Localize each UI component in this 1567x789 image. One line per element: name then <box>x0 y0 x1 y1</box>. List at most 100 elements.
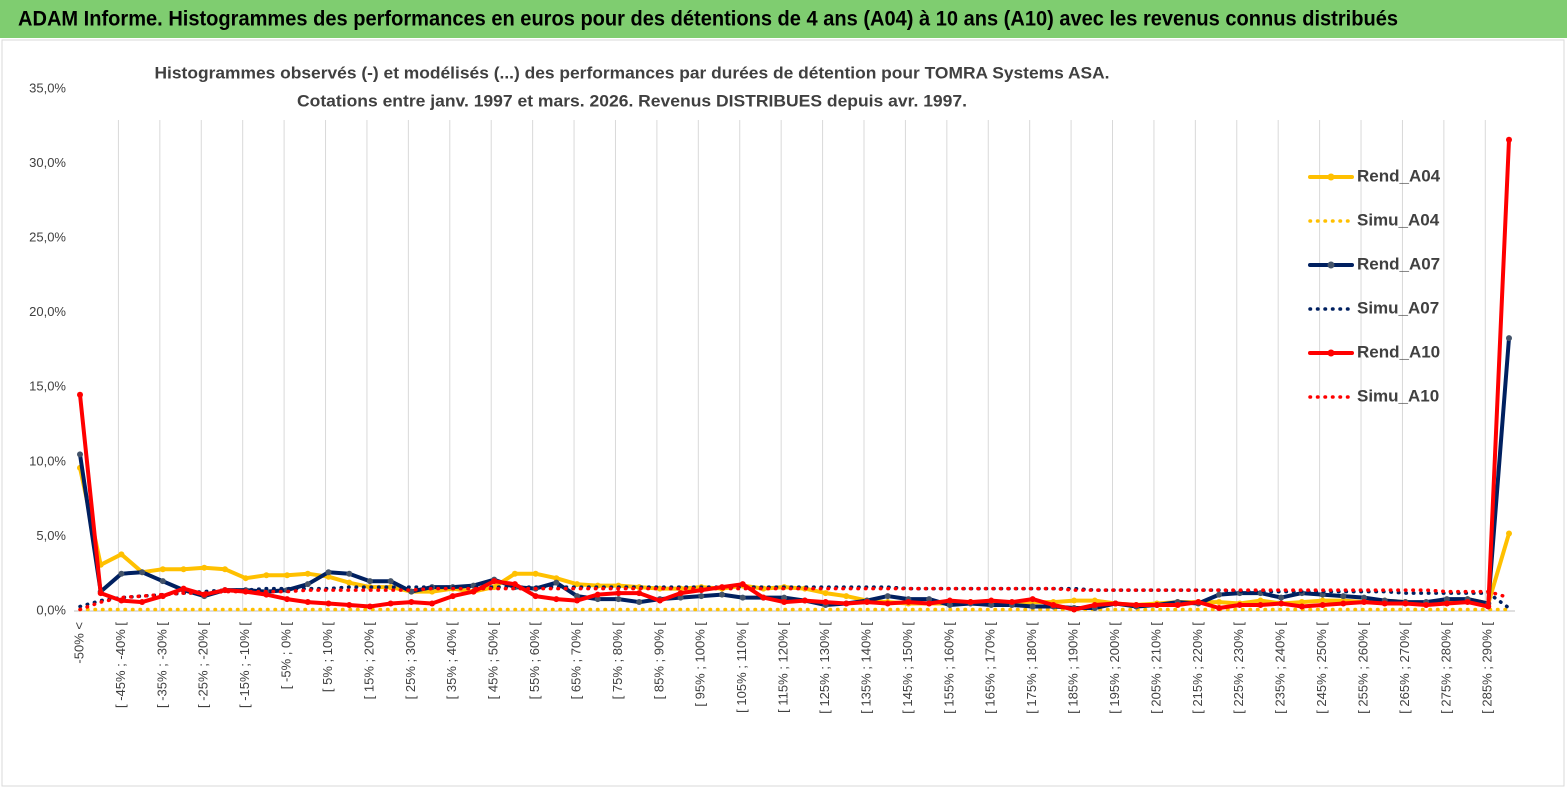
point <box>180 585 187 592</box>
x-tick-label: [ 215% ; 220% [ <box>1190 622 1205 714</box>
y-tick-label: 20,0% <box>29 304 66 319</box>
x-tick-label: [ 65% ; 70% [ <box>568 622 583 700</box>
point <box>532 570 539 577</box>
point <box>843 600 850 607</box>
point <box>1050 602 1057 609</box>
x-tick-label: [ 225% ; 230% [ <box>1231 622 1246 714</box>
point <box>304 581 311 588</box>
x-tick-label: [ 75% ; 80% [ <box>610 622 625 700</box>
point <box>532 593 539 600</box>
point <box>491 578 498 585</box>
point <box>574 597 581 604</box>
point <box>801 597 808 604</box>
point <box>387 578 394 585</box>
x-tick-label: [ 275% ; 280% [ <box>1438 622 1453 714</box>
x-tick-label: [ 285% ; 290% [ <box>1480 622 1495 714</box>
point <box>1257 602 1264 609</box>
point <box>1236 602 1243 609</box>
legend-label: Simu_A07 <box>1357 298 1439 317</box>
point <box>139 569 146 576</box>
point <box>1506 335 1512 342</box>
x-tick-label: [ 125% ; 130% [ <box>817 622 832 714</box>
x-tick-label: [ 95% ; 100% [ <box>693 622 708 707</box>
point <box>139 599 146 606</box>
point <box>1443 600 1450 607</box>
point <box>1153 602 1160 609</box>
legend-label: Simu_A10 <box>1357 386 1439 405</box>
point <box>677 590 684 597</box>
point <box>511 570 518 577</box>
point <box>822 599 829 606</box>
point <box>284 596 291 603</box>
x-tick-label: [ 245% ; 250% [ <box>1314 622 1329 714</box>
point <box>1174 602 1181 609</box>
point <box>77 451 83 458</box>
x-tick-label: [ 135% ; 140% [ <box>858 622 873 714</box>
point <box>1340 600 1347 607</box>
point <box>1361 594 1368 601</box>
y-tick-label: 30,0% <box>29 155 66 170</box>
point <box>491 584 498 591</box>
x-tick-label: [ -5% ; 0% [ <box>279 622 294 690</box>
point <box>1319 597 1326 604</box>
y-tick-label: 10,0% <box>29 453 66 468</box>
point <box>594 596 601 603</box>
point <box>1423 602 1430 609</box>
point <box>698 593 705 600</box>
point <box>1195 599 1202 606</box>
point <box>77 391 83 398</box>
point <box>781 599 788 606</box>
point <box>1112 600 1119 607</box>
x-tick-label: [ -35% ; -30% [ <box>154 622 169 708</box>
point <box>304 599 311 606</box>
x-tick-label: [ 115% ; 120% [ <box>776 622 791 713</box>
point <box>1278 594 1285 601</box>
point <box>1319 602 1326 609</box>
x-tick-label: [ 145% ; 150% [ <box>900 622 915 714</box>
point <box>553 579 560 586</box>
point <box>988 597 995 604</box>
point <box>1485 603 1492 610</box>
point <box>636 590 643 597</box>
point <box>1506 136 1512 143</box>
x-tick-label: [ 195% ; 200% [ <box>1107 622 1122 714</box>
x-tick-label: [ 185% ; 190% [ <box>1066 622 1081 714</box>
point <box>1008 599 1015 606</box>
point <box>1071 597 1078 604</box>
y-tick-label: 0,0% <box>36 602 66 617</box>
point <box>325 600 332 607</box>
y-tick-label: 35,0% <box>29 80 66 95</box>
point <box>988 602 995 609</box>
x-tick-label: -50% < <box>71 622 86 664</box>
legend-label: Simu_A04 <box>1357 210 1440 229</box>
point <box>1216 599 1223 606</box>
point <box>719 591 726 598</box>
point <box>677 594 684 601</box>
point <box>760 594 767 601</box>
chart-subtitle: Histogrammes observés (-) et modélisés (… <box>155 63 1110 82</box>
point <box>615 590 622 597</box>
point <box>843 593 850 600</box>
x-tick-label: [ 15% ; 20% [ <box>361 622 376 700</box>
point <box>926 596 933 603</box>
x-tick-label: [ -45% ; -40% [ <box>113 622 128 708</box>
x-tick-label: [ 55% ; 60% [ <box>527 622 542 700</box>
point <box>615 596 622 603</box>
x-tick-label: [ -15% ; -10% [ <box>237 622 252 708</box>
point <box>1340 593 1347 600</box>
point <box>304 570 311 577</box>
point <box>574 593 581 600</box>
point <box>346 570 353 577</box>
series-line <box>78 336 1511 610</box>
point <box>1257 597 1264 604</box>
point <box>1091 602 1098 609</box>
chart-frame <box>1 39 1565 787</box>
x-tick-label: [ 25% ; 30% [ <box>403 622 418 700</box>
x-tick-label: [ 45% ; 50% [ <box>486 622 501 700</box>
point <box>1402 600 1409 607</box>
point <box>97 590 104 597</box>
point <box>366 578 373 585</box>
point <box>1091 597 1098 604</box>
x-tick-label: [ 205% ; 210% [ <box>1148 622 1163 714</box>
